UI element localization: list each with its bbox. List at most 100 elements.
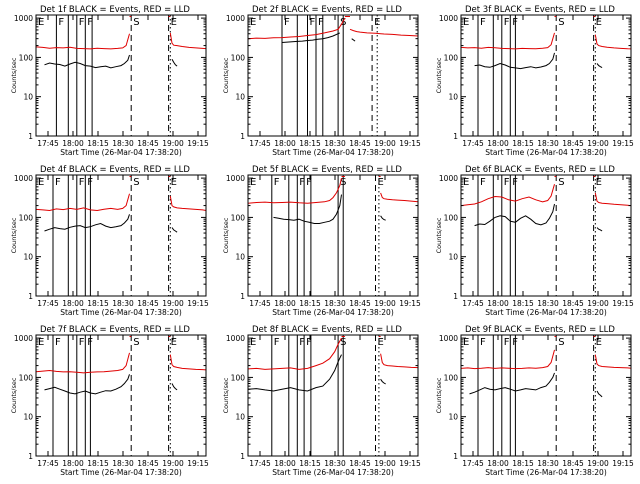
x-tick-label: 17:45 [249, 139, 271, 148]
x-tick-label: 18:30 [537, 139, 559, 148]
y-axis-label: Counts/sec [435, 57, 443, 93]
plot-frame [247, 334, 419, 457]
y-tick-label: 10 [235, 253, 245, 262]
plot-frame [460, 334, 632, 457]
events-series-line [380, 215, 386, 221]
lld-series-line [35, 33, 130, 50]
marker-label-e: E [250, 17, 256, 28]
events-series-line [596, 63, 603, 69]
lld-series-line [247, 337, 342, 370]
x-tick-label: 18:30 [324, 459, 346, 468]
events-series-line [44, 214, 130, 232]
marker-label-f: F [310, 17, 316, 28]
y-tick-label: 1000 [226, 14, 245, 23]
y-tick-label: 100 [444, 373, 459, 382]
lld-series-line [460, 349, 555, 370]
panel-title: Det 8f BLACK = Events, RED = LLD [252, 325, 402, 335]
y-tick-label: 1000 [439, 334, 458, 343]
marker-label-e: E [374, 17, 380, 28]
panel-det-2f: Det 2f BLACK = Events, RED = LLDEFFFSE11… [222, 5, 421, 157]
y-tick-label: 1 [240, 452, 245, 461]
x-axis-label: Start Time (26-Mar-04 17:38:20) [485, 468, 607, 477]
lld-series-line [380, 353, 419, 369]
y-axis-label: Counts/sec [222, 217, 230, 253]
y-tick-label: 10 [235, 413, 245, 422]
x-axis-label: Start Time (26-Mar-04 17:38:20) [60, 468, 182, 477]
events-series-line [171, 58, 178, 67]
panel-title: Det 2f BLACK = Events, RED = LLD [252, 5, 402, 15]
x-tick-label: 18:45 [562, 139, 584, 148]
x-tick-label: 18:30 [112, 139, 134, 148]
y-tick-label: 10 [448, 253, 458, 262]
x-tick-label: 19:00 [162, 139, 184, 148]
x-tick-label: 17:45 [249, 459, 271, 468]
plot-frame [35, 14, 207, 137]
y-tick-label: 1 [240, 132, 245, 141]
x-tick-label: 19:00 [374, 459, 396, 468]
x-axis-label: Start Time (26-Mar-04 17:38:20) [485, 308, 607, 317]
y-tick-label: 1000 [226, 174, 245, 183]
x-tick-label: 18:00 [274, 299, 296, 308]
x-tick-label: 19:15 [187, 459, 209, 468]
marker-label-s: S [133, 177, 139, 188]
marker-label-f: F [79, 177, 85, 188]
lld-series-line [35, 352, 130, 374]
x-tick-label: 19:00 [374, 299, 396, 308]
events-series-line [474, 52, 555, 70]
marker-label-f: F [299, 177, 305, 188]
x-tick-label: 18:15 [299, 459, 321, 468]
x-tick-label: 18:15 [87, 139, 109, 148]
events-series-line [273, 194, 342, 224]
marker-label-s: S [558, 17, 564, 28]
marker-label-f: F [299, 337, 305, 348]
marker-label-s: S [133, 337, 139, 348]
lld-series-line [169, 195, 207, 211]
y-tick-label: 1 [453, 452, 458, 461]
y-tick-label: 1000 [14, 14, 33, 23]
y-tick-label: 100 [231, 213, 246, 222]
marker-label-f: F [79, 337, 85, 348]
panel-det-4f: Det 4f BLACK = Events, RED = LLDEFFFSE11… [10, 165, 209, 317]
x-tick-label: 19:15 [187, 299, 209, 308]
marker-label-f: F [504, 177, 510, 188]
plot-frame [460, 14, 632, 137]
y-tick-label: 1 [240, 292, 245, 301]
marker-label-s: S [558, 177, 564, 188]
x-tick-label: 18:00 [274, 459, 296, 468]
panel-title: Det 1f BLACK = Events, RED = LLD [40, 5, 190, 15]
marker-label-f: F [79, 17, 85, 28]
x-tick-label: 19:00 [162, 299, 184, 308]
panel-title: Det 5f BLACK = Events, RED = LLD [252, 165, 402, 175]
marker-label-f: F [274, 177, 280, 188]
x-tick-label: 19:00 [162, 459, 184, 468]
y-tick-label: 100 [231, 53, 246, 62]
marker-label-f: F [318, 17, 324, 28]
marker-label-e: E [378, 177, 384, 188]
x-axis-label: Start Time (26-Mar-04 17:38:20) [60, 308, 182, 317]
marker-label-f: F [55, 177, 61, 188]
marker-label-e: E [250, 337, 256, 348]
marker-label-e: E [38, 337, 44, 348]
y-tick-label: 1 [453, 292, 458, 301]
marker-label-s: S [558, 337, 564, 348]
marker-label-e: E [596, 177, 602, 188]
x-axis-label: Start Time (26-Mar-04 17:38:20) [272, 468, 394, 477]
x-tick-label: 17:45 [249, 299, 271, 308]
x-tick-label: 18:15 [87, 459, 109, 468]
events-series-line [380, 378, 386, 385]
y-tick-label: 10 [23, 413, 33, 422]
x-tick-label: 18:30 [112, 459, 134, 468]
lld-series-line [349, 28, 419, 37]
y-axis-label: Counts/sec [10, 377, 18, 413]
x-tick-label: 18:45 [562, 299, 584, 308]
y-axis-label: Counts/sec [10, 217, 18, 253]
x-tick-label: 18:30 [537, 459, 559, 468]
marker-label-f: F [504, 337, 510, 348]
y-tick-label: 1000 [439, 174, 458, 183]
y-tick-label: 1 [453, 132, 458, 141]
events-series-line [351, 38, 356, 42]
x-tick-label: 17:45 [462, 459, 484, 468]
y-tick-label: 100 [19, 53, 34, 62]
x-tick-label: 18:45 [562, 459, 584, 468]
